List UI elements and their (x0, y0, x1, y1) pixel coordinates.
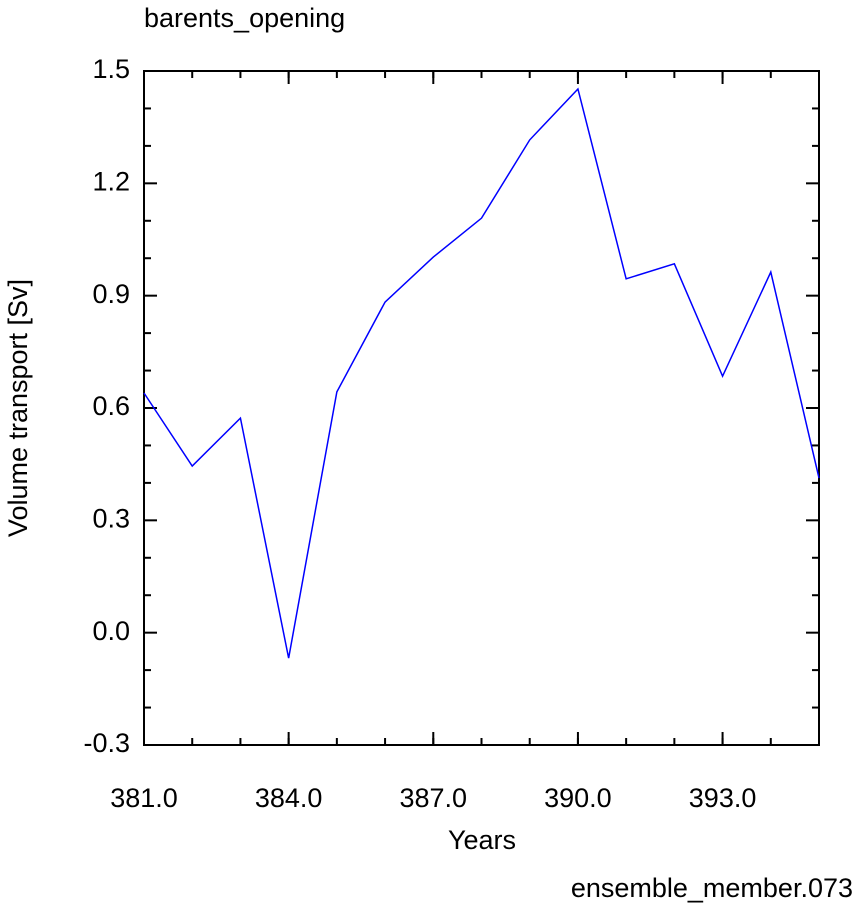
x-tick-label: 393.0 (689, 783, 757, 813)
y-tick-label: -0.3 (83, 728, 130, 758)
x-tick-label: 381.0 (110, 783, 178, 813)
line-series (143, 87, 820, 659)
y-axis-label: Volume transport [Sv] (3, 279, 33, 537)
chart-title: barents_opening (144, 3, 345, 33)
x-tick-label: 387.0 (399, 783, 467, 813)
x-axis-label: Years (448, 825, 516, 855)
annotation: ensemble_member.073 (571, 873, 853, 903)
y-tick-label: 0.3 (92, 503, 130, 533)
x-tick-label: 390.0 (544, 783, 612, 813)
x-tick-label: 384.0 (255, 783, 323, 813)
y-tick-label: 1.2 (92, 166, 130, 196)
plot-frame (143, 70, 820, 746)
y-tick-label: 0.0 (92, 616, 130, 646)
y-tick-label: 1.5 (92, 54, 130, 84)
y-tick-label: 0.9 (92, 279, 130, 309)
y-tick-label: 0.6 (92, 391, 130, 421)
